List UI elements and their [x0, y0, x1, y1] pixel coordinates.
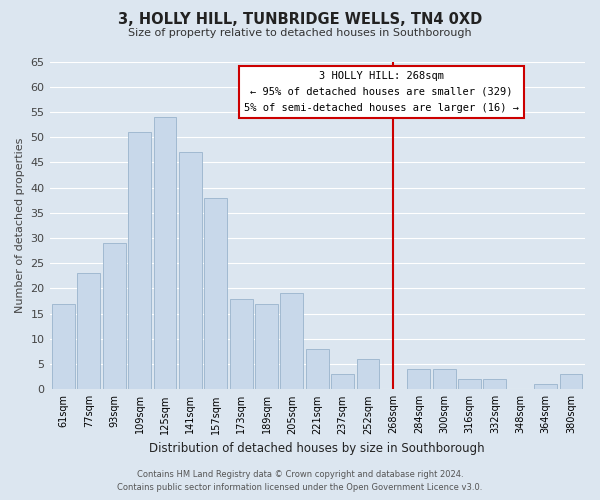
Bar	[560, 374, 583, 390]
Bar	[255, 304, 278, 390]
Bar	[179, 152, 202, 390]
Text: 3 HOLLY HILL: 268sqm
← 95% of detached houses are smaller (329)
5% of semi-detac: 3 HOLLY HILL: 268sqm ← 95% of detached h…	[244, 72, 519, 112]
Bar	[103, 243, 125, 390]
Bar	[77, 274, 100, 390]
Bar	[484, 379, 506, 390]
Bar	[331, 374, 354, 390]
Bar	[306, 349, 329, 390]
Bar	[407, 369, 430, 390]
Y-axis label: Number of detached properties: Number of detached properties	[15, 138, 25, 313]
Bar	[128, 132, 151, 390]
Bar	[52, 304, 75, 390]
Bar	[154, 117, 176, 390]
X-axis label: Distribution of detached houses by size in Southborough: Distribution of detached houses by size …	[149, 442, 485, 455]
Bar	[230, 298, 253, 390]
Bar	[534, 384, 557, 390]
Bar	[280, 294, 304, 390]
Text: Size of property relative to detached houses in Southborough: Size of property relative to detached ho…	[128, 28, 472, 38]
Text: Contains HM Land Registry data © Crown copyright and database right 2024.
Contai: Contains HM Land Registry data © Crown c…	[118, 470, 482, 492]
Bar	[205, 198, 227, 390]
Text: 3, HOLLY HILL, TUNBRIDGE WELLS, TN4 0XD: 3, HOLLY HILL, TUNBRIDGE WELLS, TN4 0XD	[118, 12, 482, 28]
Bar	[458, 379, 481, 390]
Bar	[356, 359, 379, 390]
Bar	[433, 369, 455, 390]
